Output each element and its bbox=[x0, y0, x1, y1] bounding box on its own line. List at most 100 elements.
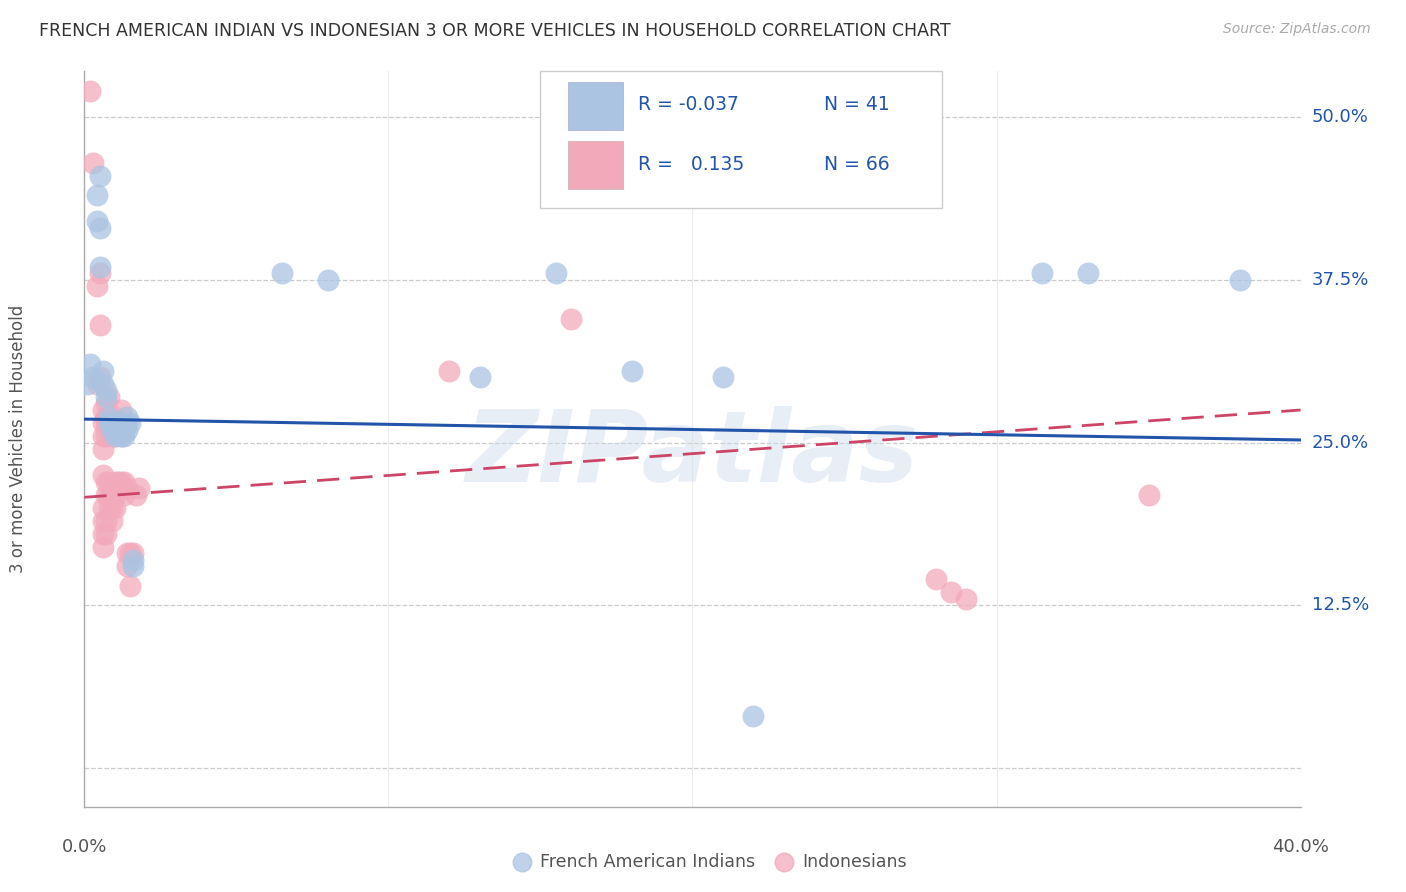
Point bbox=[115, 423, 138, 437]
Point bbox=[125, 488, 148, 502]
Point bbox=[100, 488, 122, 502]
Point bbox=[1137, 488, 1160, 502]
Text: R = -0.037: R = -0.037 bbox=[638, 95, 738, 114]
Point bbox=[104, 416, 127, 430]
Point bbox=[104, 423, 127, 437]
Point bbox=[118, 579, 141, 593]
Point bbox=[91, 403, 114, 417]
Point bbox=[97, 475, 120, 489]
Point bbox=[107, 416, 129, 430]
Point bbox=[100, 423, 122, 437]
FancyBboxPatch shape bbox=[568, 82, 623, 130]
Point bbox=[89, 169, 111, 183]
Text: 12.5%: 12.5% bbox=[1312, 597, 1369, 615]
Point bbox=[115, 416, 138, 430]
Point bbox=[94, 390, 117, 404]
Point bbox=[97, 409, 120, 424]
Point bbox=[86, 188, 108, 202]
Text: 50.0%: 50.0% bbox=[1312, 108, 1368, 126]
Text: N = 66: N = 66 bbox=[824, 155, 890, 174]
Point bbox=[94, 409, 117, 424]
Point bbox=[104, 409, 127, 424]
Point bbox=[91, 514, 114, 528]
Point bbox=[955, 591, 977, 606]
Point bbox=[94, 384, 117, 398]
Point bbox=[1167, 859, 1189, 873]
Point bbox=[94, 416, 117, 430]
Point bbox=[118, 416, 141, 430]
Point bbox=[86, 214, 108, 228]
Point bbox=[104, 423, 127, 437]
Point bbox=[100, 416, 122, 430]
Point bbox=[94, 396, 117, 410]
Point bbox=[86, 279, 108, 293]
Point bbox=[112, 416, 135, 430]
Point bbox=[104, 488, 127, 502]
Point bbox=[89, 220, 111, 235]
Point bbox=[97, 409, 120, 424]
FancyBboxPatch shape bbox=[568, 141, 623, 189]
Point bbox=[104, 475, 127, 489]
Point bbox=[94, 429, 117, 443]
Point bbox=[97, 500, 120, 515]
Point bbox=[104, 429, 127, 443]
Point bbox=[925, 572, 948, 586]
Point bbox=[97, 423, 120, 437]
Point bbox=[544, 266, 567, 280]
Point bbox=[316, 273, 339, 287]
Point bbox=[100, 429, 122, 443]
Point bbox=[100, 416, 122, 430]
Point bbox=[112, 488, 135, 502]
Point bbox=[97, 416, 120, 430]
Text: 3 or more Vehicles in Household: 3 or more Vehicles in Household bbox=[8, 305, 27, 574]
Point bbox=[91, 364, 114, 378]
Text: Source: ZipAtlas.com: Source: ZipAtlas.com bbox=[1223, 22, 1371, 37]
Point bbox=[104, 500, 127, 515]
Point bbox=[100, 500, 122, 515]
Point bbox=[91, 416, 114, 430]
Point bbox=[122, 559, 145, 574]
Point bbox=[439, 364, 461, 378]
Point bbox=[104, 429, 127, 443]
Point bbox=[82, 155, 104, 169]
Text: 40.0%: 40.0% bbox=[1272, 838, 1329, 855]
Text: French American Indians: French American Indians bbox=[540, 854, 755, 871]
Point bbox=[115, 559, 138, 574]
Point bbox=[110, 475, 132, 489]
Point bbox=[91, 376, 114, 391]
Point bbox=[271, 266, 294, 280]
Point bbox=[91, 429, 114, 443]
Point bbox=[620, 364, 643, 378]
Point bbox=[94, 488, 117, 502]
Point bbox=[107, 416, 129, 430]
Point bbox=[1077, 266, 1099, 280]
Point bbox=[100, 423, 122, 437]
Point bbox=[110, 423, 132, 437]
Point bbox=[122, 553, 145, 567]
Point bbox=[122, 546, 145, 560]
Point bbox=[112, 429, 135, 443]
Point bbox=[110, 429, 132, 443]
Point bbox=[939, 585, 962, 599]
Point bbox=[742, 709, 765, 723]
Point bbox=[115, 546, 138, 560]
Text: Indonesians: Indonesians bbox=[801, 854, 907, 871]
Point bbox=[112, 475, 135, 489]
Point bbox=[115, 409, 138, 424]
Point bbox=[112, 423, 135, 437]
Point bbox=[1031, 266, 1053, 280]
Point bbox=[86, 376, 108, 391]
Point bbox=[112, 416, 135, 430]
Point bbox=[468, 370, 491, 384]
Point bbox=[1229, 273, 1251, 287]
Point bbox=[97, 390, 120, 404]
Point bbox=[89, 266, 111, 280]
Point bbox=[91, 468, 114, 483]
Point bbox=[110, 416, 132, 430]
Point bbox=[118, 546, 141, 560]
Point bbox=[89, 318, 111, 333]
Point bbox=[79, 84, 101, 98]
Point bbox=[89, 260, 111, 274]
Point bbox=[79, 358, 101, 372]
Text: N = 41: N = 41 bbox=[824, 95, 890, 114]
